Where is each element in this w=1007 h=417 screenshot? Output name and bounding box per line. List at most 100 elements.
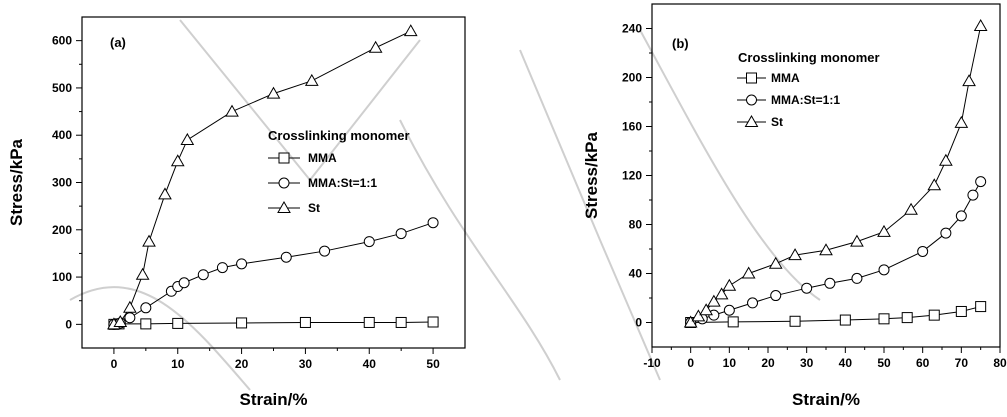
data-point (801, 282, 813, 294)
data-point (368, 40, 383, 53)
legend-title: Crosslinking monomer (268, 128, 410, 143)
x-axis-title: Strain/% (239, 390, 307, 409)
data-point (788, 248, 802, 261)
data-point (172, 317, 184, 329)
chart-panel-a: 0 10 20 30 40 500100200300400500600Strain/%St… (7, 16, 466, 409)
legend-marker (746, 94, 757, 106)
data-point (699, 303, 713, 316)
data-point (967, 189, 979, 201)
data-point (395, 316, 407, 328)
x-tick-label: 40 (363, 357, 377, 371)
data-point (851, 272, 863, 284)
data-point (954, 115, 969, 128)
x-tick-label: 20 (761, 356, 775, 370)
data-point (939, 153, 953, 166)
x-tick-label: 80 (993, 356, 1007, 370)
legend-entry-label: St (771, 115, 783, 129)
legend-marker (278, 177, 290, 189)
data-point (955, 305, 967, 317)
data-point (280, 251, 292, 263)
series-line (690, 181, 982, 323)
data-point (839, 314, 851, 326)
x-tick-label: 60 (916, 356, 930, 370)
data-point (927, 178, 942, 191)
x-tick-label: 0 (111, 357, 118, 371)
data-point (216, 262, 228, 274)
data-point (973, 19, 988, 32)
legend-marker (278, 152, 290, 164)
data-point (707, 294, 721, 307)
y-axis-title: Stress/kPa (582, 131, 601, 218)
data-point (877, 224, 891, 237)
legend: Crosslinking monomer MMA MMA:St=1:1 St (268, 128, 410, 215)
data-point (403, 24, 418, 37)
series-triangle (683, 19, 988, 328)
x-tick-label: 30 (800, 356, 814, 370)
data-point (850, 234, 864, 247)
data-point (819, 243, 833, 256)
y-tick-label: 600 (52, 34, 72, 48)
data-point (878, 264, 890, 276)
data-point (789, 315, 801, 327)
data-point (901, 312, 913, 324)
data-point (197, 269, 209, 281)
data-point (917, 245, 929, 257)
data-point (768, 256, 783, 269)
x-tick-label: 30 (299, 357, 313, 371)
y-tick-label: 500 (52, 81, 72, 95)
legend-marker (744, 114, 759, 127)
y-tick-label: 100 (52, 270, 72, 284)
series-line (113, 321, 434, 325)
data-point (113, 314, 128, 327)
series-circle (685, 176, 987, 328)
data-point (741, 266, 756, 279)
y-tick-label: 0 (65, 317, 72, 331)
data-point (723, 304, 735, 316)
data-point (904, 202, 918, 215)
legend-entry-label: St (308, 201, 320, 215)
data-point (770, 290, 782, 302)
series-line (690, 25, 982, 323)
y-tick-label: 200 (52, 223, 72, 237)
legend-title: Crosslinking monomer (738, 50, 880, 65)
y-tick-label: 40 (629, 267, 643, 281)
panel-label: (a) (110, 35, 126, 50)
x-tick-label: 50 (426, 357, 440, 371)
data-point (236, 317, 248, 329)
data-point (824, 277, 836, 289)
data-point (691, 309, 706, 322)
data-point (158, 187, 172, 200)
data-point (225, 104, 239, 117)
legend-marker (746, 72, 757, 84)
data-point (727, 316, 739, 328)
data-point (722, 278, 737, 291)
data-point (140, 318, 152, 330)
y-tick-label: 0 (635, 316, 642, 330)
legend-marker (277, 200, 291, 213)
data-point (363, 316, 375, 328)
data-point (124, 312, 136, 324)
data-point (395, 228, 407, 240)
data-point (135, 267, 150, 280)
x-tick-label: 20 (235, 357, 249, 371)
y-axis-title: Stress/kPa (7, 138, 26, 225)
x-tick-label: -10 (643, 356, 661, 370)
x-tick-label: 70 (955, 356, 969, 370)
data-point (178, 277, 190, 289)
legend-entry-label: MMA:St=1:1 (771, 93, 840, 107)
data-point (304, 73, 319, 86)
x-tick-label: 10 (723, 356, 737, 370)
data-point (299, 316, 311, 328)
data-point (140, 302, 152, 314)
data-point (683, 315, 698, 328)
data-point (940, 227, 952, 239)
data-point (962, 74, 976, 87)
data-point (363, 236, 375, 248)
legend: Crosslinking monomer MMA MMA:St=1:1 St (737, 50, 880, 129)
data-point (747, 297, 759, 309)
series-triangle (107, 24, 418, 330)
series-circle (108, 217, 439, 330)
y-tick-label: 160 (622, 120, 642, 134)
